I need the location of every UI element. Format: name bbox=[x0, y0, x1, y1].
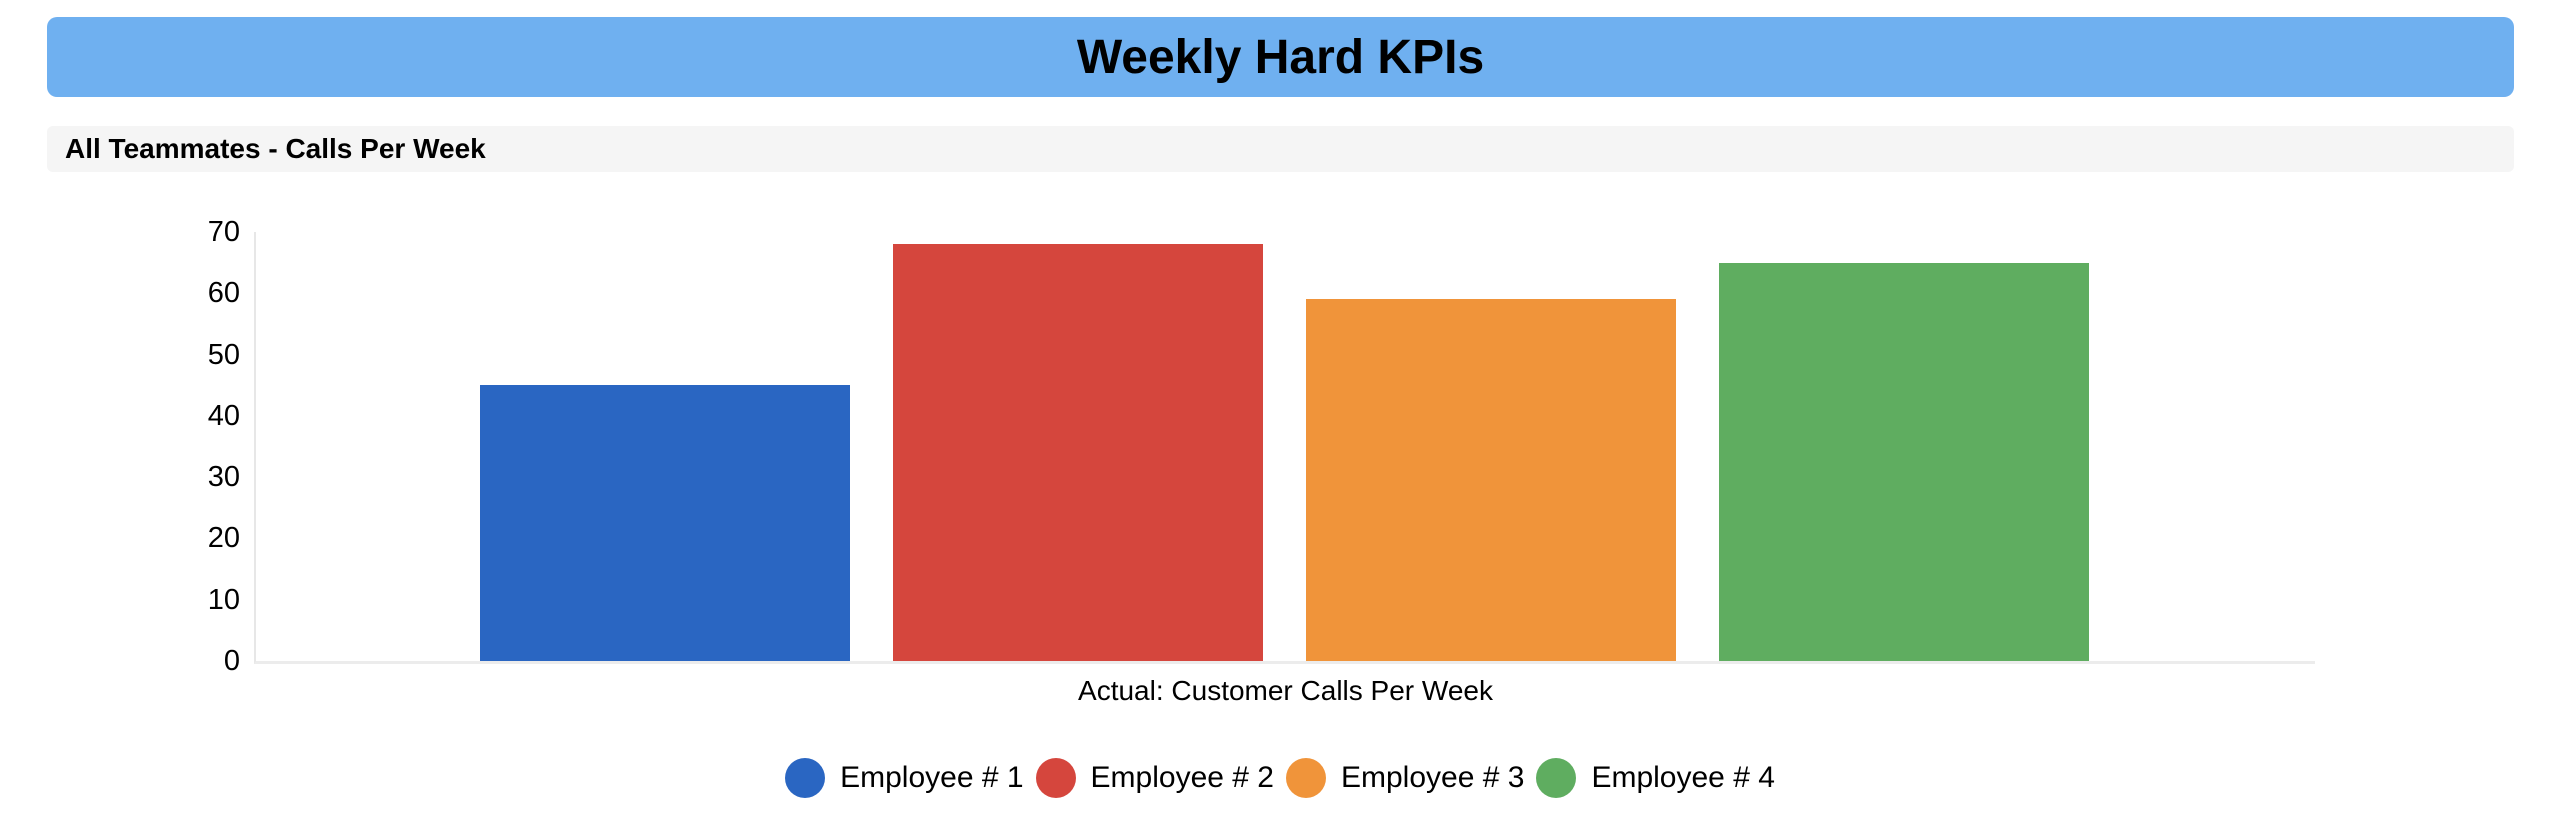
y-axis-tick-label: 30 bbox=[207, 461, 240, 494]
chart-subtitle-bar: All Teammates - Calls Per Week bbox=[47, 126, 2514, 172]
bar-employee-1 bbox=[480, 385, 850, 661]
bar-employee-3 bbox=[1306, 299, 1676, 661]
y-axis-tick-label: 40 bbox=[207, 399, 240, 432]
legend-label-employee-2: Employee # 2 bbox=[1090, 761, 1274, 794]
legend-swatch-employee-1 bbox=[785, 758, 826, 798]
legend-item-employee-2: Employee # 2 bbox=[1035, 758, 1274, 798]
legend-swatch-employee-2 bbox=[1035, 758, 1076, 798]
page-title: Weekly Hard KPIs bbox=[1076, 30, 1485, 84]
y-axis-tick-label: 60 bbox=[207, 277, 240, 310]
legend-label-employee-1: Employee # 1 bbox=[840, 761, 1024, 794]
legend-swatch-employee-4 bbox=[1536, 758, 1577, 798]
legend-label-employee-3: Employee # 3 bbox=[1341, 761, 1525, 794]
y-axis-tick-label: 20 bbox=[207, 522, 240, 555]
title-banner: Weekly Hard KPIs bbox=[47, 17, 2514, 97]
bar-chart: 0 10 20 30 40 50 60 70 Actual: Customer Calls P… bbox=[208, 216, 2315, 706]
bar-employee-4 bbox=[1719, 262, 2089, 661]
x-axis-label: Actual: Customer Calls Per Week bbox=[1078, 675, 1493, 706]
legend-item-employee-4: Employee # 4 bbox=[1536, 758, 1775, 798]
legend-item-employee-3: Employee # 3 bbox=[1286, 758, 1524, 798]
y-axis-tick-label: 0 bbox=[223, 645, 240, 677]
chart-subtitle: All Teammates - Calls Per Week bbox=[65, 133, 486, 164]
legend-label-employee-4: Employee # 4 bbox=[1591, 761, 1775, 794]
legend-swatch-employee-3 bbox=[1286, 758, 1326, 798]
legend-item-employee-1: Employee # 1 bbox=[785, 758, 1024, 798]
y-axis-tick-label: 70 bbox=[207, 216, 240, 248]
bar-employee-2 bbox=[893, 244, 1263, 661]
y-axis-tick-label: 10 bbox=[207, 583, 240, 616]
y-axis-tick-label: 50 bbox=[207, 338, 240, 371]
chart-legend: Employee # 1 Employee # 2 Employee # 3 E… bbox=[0, 758, 2560, 798]
